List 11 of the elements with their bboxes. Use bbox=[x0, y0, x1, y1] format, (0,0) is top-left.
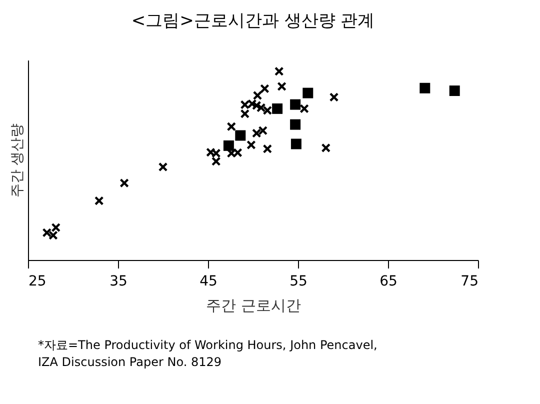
y-axis-title: 주간 생산량 bbox=[10, 123, 26, 198]
x-tick-label: 25 bbox=[28, 274, 46, 290]
chart-title: <그림>근로시간과 생산량 관계 bbox=[131, 11, 375, 31]
x-tick-label: 55 bbox=[290, 274, 308, 290]
text: IZA Discussion Paper No. 8129 bbox=[38, 355, 222, 369]
x-tick-label: 65 bbox=[380, 274, 398, 290]
x-tick-label: 45 bbox=[200, 274, 218, 290]
x-tick-label: 75 bbox=[460, 274, 478, 290]
x-tick-label: 35 bbox=[110, 274, 128, 290]
text: *자료=The Productivity of Working Hours, John Pencavel, bbox=[38, 338, 378, 352]
x-axis-title: 주간 근로시간 bbox=[206, 296, 301, 314]
